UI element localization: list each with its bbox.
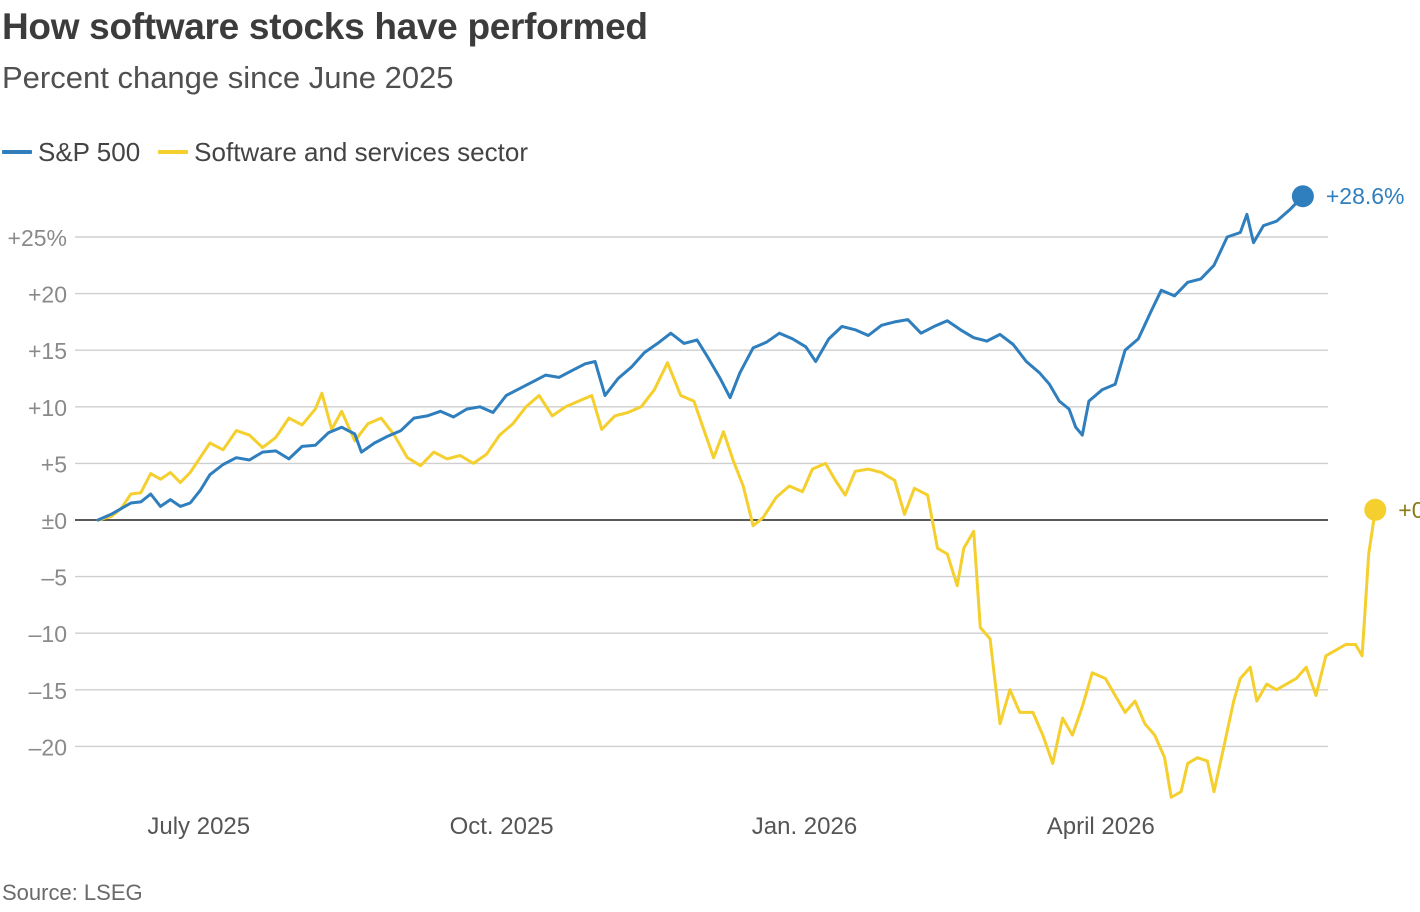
- legend-label-software: Software and services sector: [194, 136, 528, 167]
- software-end-label: +0.9%: [1398, 497, 1420, 523]
- y-tick-label: ±0: [42, 508, 67, 534]
- software-line: [96, 361, 1377, 799]
- y-tick-label: +25%: [8, 225, 67, 251]
- legend-item-sp500: S&P 500: [2, 137, 140, 168]
- x-tick-label: Oct. 2025: [450, 813, 554, 840]
- chart-subtitle: Percent change since June 2025: [2, 60, 454, 95]
- line-chart: +25% +20 +15 +10 +5 ±0 –5 –10 –15 –20 July 2025 Oct…: [8, 183, 1420, 840]
- x-tick-label: July 2025: [147, 813, 250, 840]
- y-tick-label: +20: [28, 282, 67, 308]
- legend-label-sp500: S&P 500: [38, 136, 141, 167]
- y-tick-label: –10: [29, 621, 67, 647]
- chart-title: How software stocks have performed: [2, 6, 648, 47]
- sp500-end-marker: [1291, 185, 1314, 208]
- legend: S&P 500 Software and services sector: [2, 134, 546, 170]
- y-tick-label: –15: [29, 678, 67, 704]
- legend-swatch-sp500: [2, 150, 32, 154]
- y-tick-label: –5: [41, 565, 67, 591]
- sp500-line: [96, 194, 1305, 522]
- y-tick-label: +10: [28, 395, 67, 421]
- source-note: Source: LSEG: [2, 880, 143, 905]
- x-tick-label: April 2026: [1047, 813, 1155, 840]
- y-tick-label: +15: [28, 338, 67, 364]
- software-end-marker: [1364, 498, 1387, 521]
- y-tick-label: –20: [29, 734, 67, 760]
- legend-swatch-software: [158, 150, 189, 154]
- y-tick-label: +5: [41, 451, 67, 477]
- sp500-end-label: +28.6%: [1326, 183, 1405, 209]
- legend-item-software: Software and services sector: [158, 137, 528, 168]
- x-tick-label: Jan. 2026: [752, 813, 857, 840]
